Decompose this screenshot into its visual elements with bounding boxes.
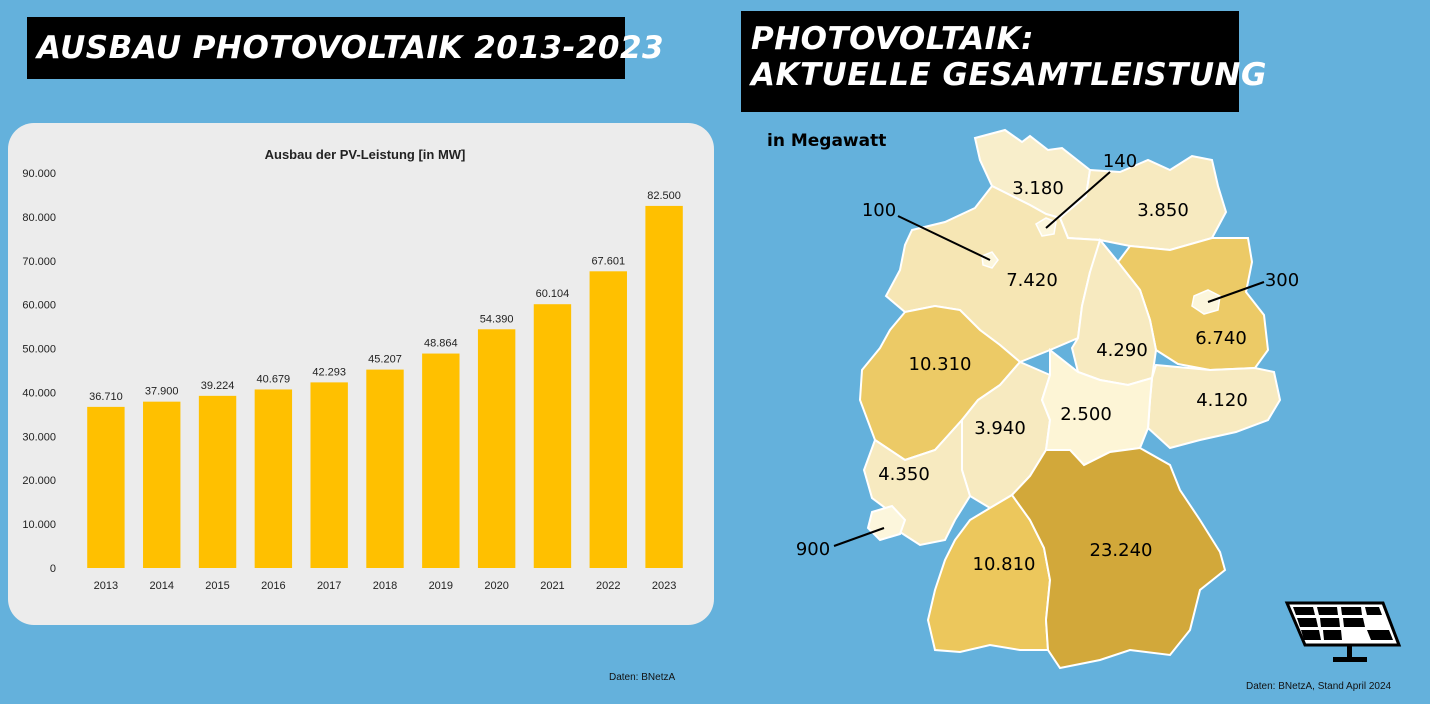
map-unit-label: in Megawatt: [767, 131, 887, 151]
region-saarland: [866, 504, 907, 542]
map-source: Daten: BNetzA, Stand April 2024: [1246, 681, 1392, 692]
bar-value-label: 40.679: [257, 373, 291, 385]
bar-2019: [422, 353, 460, 568]
x-tick-label: 2017: [317, 580, 341, 592]
bar-2020: [477, 329, 516, 568]
label-baden-wuerttemberg: 10.810: [973, 554, 1036, 575]
leader-saarland: [833, 527, 885, 547]
label-thueringen: 2.500: [1060, 404, 1112, 425]
bar-value-label: 54.390: [480, 313, 514, 325]
label-hessen: 3.940: [974, 418, 1026, 439]
region-berlin: [1191, 289, 1221, 315]
chart-title: Ausbau der PV-Leistung [in MW]: [265, 147, 466, 162]
bar-value-label: 37.900: [145, 386, 179, 398]
bar-value-label: 48.864: [424, 338, 458, 350]
y-tick-label: 40.000: [22, 387, 56, 399]
leader-hamburg: [1045, 171, 1111, 229]
x-tick-label: 2023: [652, 580, 676, 592]
bar-2016: [254, 389, 293, 568]
right-title-line-1: PHOTOVOLTAIK:: [751, 21, 1035, 57]
bar-2014: [143, 401, 181, 568]
bar-chart: Ausbau der PV-Leistung [in MW] 0 10.000 20…: [22, 147, 683, 592]
bar-value-label: 42.293: [312, 366, 346, 378]
label-rheinland-pfalz: 4.350: [878, 464, 930, 485]
label-brandenburg: 6.740: [1195, 328, 1247, 349]
bar-2013: [87, 406, 125, 568]
y-axis: 0 10.000 20.000 30.000 40.000 50.000 60.000 70.…: [22, 168, 56, 575]
x-tick-label: 2021: [540, 580, 564, 592]
y-tick-label: 90.000: [22, 168, 56, 180]
x-tick-label: 2018: [373, 580, 397, 592]
y-tick-label: 30.000: [22, 431, 56, 443]
x-tick-label: 2022: [596, 580, 620, 592]
bar-value-label: 60.104: [536, 288, 570, 300]
region-bayern: [1010, 446, 1227, 670]
y-tick-label: 10.000: [22, 519, 56, 531]
x-axis: 2013 2014 2015 2016 2017 2018 2019 2020 2021 2022…: [94, 580, 677, 592]
x-tick-label: 2016: [261, 580, 285, 592]
leader-berlin: [1207, 281, 1265, 303]
y-tick-label: 0: [50, 563, 56, 575]
label-hamburg: 140: [1103, 151, 1137, 172]
bar-2018: [366, 369, 404, 568]
bar-2022: [589, 271, 627, 568]
x-tick-label: 2015: [205, 580, 229, 592]
label-schleswig-holstein: 3.180: [1012, 178, 1064, 199]
bar-2017: [310, 382, 348, 568]
label-sachsen: 4.120: [1196, 390, 1248, 411]
right-banner-title: PHOTOVOLTAIK: AKTUELLE GESAMTLEISTUNG: [741, 11, 1267, 112]
y-tick-label: 80.000: [22, 212, 56, 224]
bar-2015: [198, 395, 237, 568]
label-sachsen-anhalt: 4.290: [1096, 340, 1148, 361]
y-tick-label: 70.000: [22, 256, 56, 268]
bar-value-label: 39.224: [201, 380, 235, 392]
x-tick-label: 2014: [149, 580, 173, 592]
label-mecklenburg-vorpommern: 3.850: [1137, 200, 1189, 221]
bar-value-label: 45.207: [368, 354, 402, 366]
label-niedersachsen: 7.420: [1006, 270, 1058, 291]
x-tick-label: 2019: [429, 580, 453, 592]
solar-panel-icon: [1284, 601, 1402, 662]
bar-value-label: 36.710: [89, 391, 123, 403]
bar-value-label: 67.601: [591, 255, 625, 267]
x-tick-label: 2020: [484, 580, 508, 592]
bars: 36.710 37.900 39.224 40.679 42.293 45.207 48.8…: [87, 190, 683, 568]
label-nordrhein-westfalen: 10.310: [909, 354, 972, 375]
label-berlin: 300: [1265, 270, 1299, 291]
leader-bremen: [897, 215, 991, 261]
bar-value-label: 82.500: [647, 190, 681, 202]
label-bayern: 23.240: [1090, 540, 1153, 561]
bar-2023: [645, 205, 683, 568]
chart-panel: Ausbau der PV-Leistung [in MW] 0 10.000 20…: [8, 123, 714, 625]
label-bremen: 100: [862, 200, 896, 221]
left-banner-title: AUSBAU PHOTOVOLTAIK 2013-2023: [27, 17, 664, 79]
y-tick-label: 20.000: [22, 475, 56, 487]
label-saarland: 900: [796, 539, 830, 560]
y-tick-label: 50.000: [22, 344, 56, 356]
bar-2021: [533, 304, 572, 568]
y-tick-label: 60.000: [22, 300, 56, 312]
x-tick-label: 2013: [94, 580, 118, 592]
right-title-line-2: AKTUELLE GESAMTLEISTUNG: [751, 57, 1267, 93]
chart-source: Daten: BNetzA: [609, 672, 676, 683]
